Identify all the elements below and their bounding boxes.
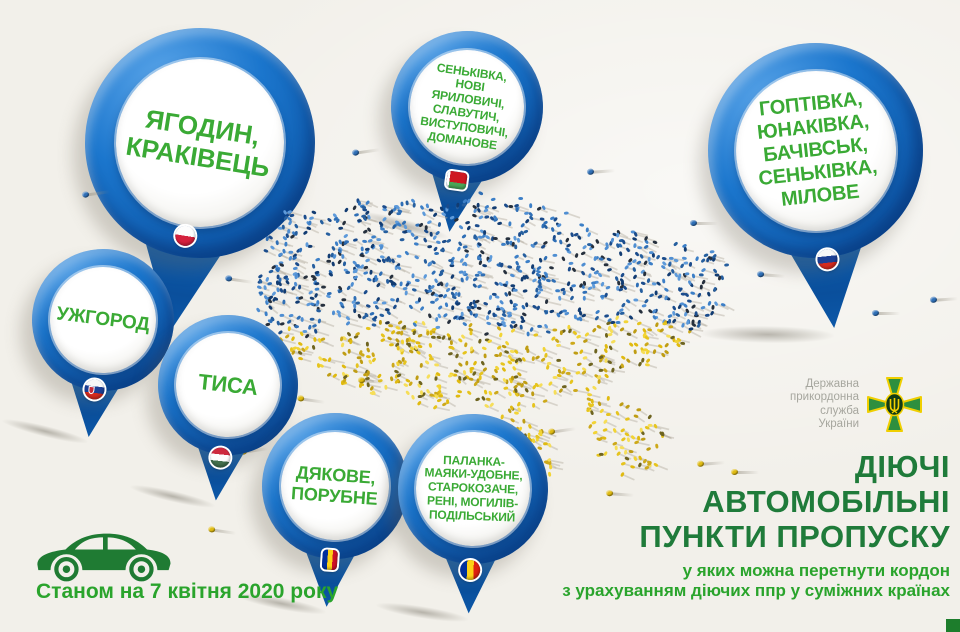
- agency-name-line: прикордонна: [790, 391, 859, 403]
- person-figure: [352, 146, 383, 157]
- person-figure: [606, 490, 636, 499]
- page-subtitle: у яких можна перетнути кордон з урахуван…: [562, 561, 950, 601]
- date-note: Станом на 7 квітня 2020 року: [36, 580, 339, 603]
- map-pin-dyakove-porubne: ДЯКОВЕ, ПОРУБНЕ: [257, 408, 413, 564]
- agency-name: Державна прикордонна служба України: [790, 378, 859, 432]
- pin-label: ПАЛАНКА- МАЯКИ-УДОБНЕ, СТАРОКОЗАЧЕ, РЕНІ…: [424, 452, 523, 525]
- pin-label: ТИСА: [197, 369, 260, 401]
- person-figure: [548, 425, 579, 436]
- title-line: ДІЮЧІ: [854, 449, 950, 484]
- page-title: ДІЮЧІ АВТОМОБІЛЬНІ ПУНКТИ ПРОПУСКУ: [639, 449, 950, 554]
- person-figure: [731, 469, 761, 476]
- agency-logo: Державна прикордонна служба України: [790, 376, 923, 433]
- subtitle-line: у яких можна перетнути кордон: [682, 561, 950, 580]
- car-icon: [37, 533, 171, 582]
- corner-accent: [946, 619, 960, 632]
- agency-name-line: Державна: [805, 377, 859, 390]
- person-figure: [82, 188, 113, 199]
- pin-label: ДЯКОВЕ, ПОРУБНЕ: [290, 462, 379, 509]
- subtitle-line: з урахуванням діючих ппр у суміжних краї…: [562, 581, 950, 600]
- pin-label: УЖГОРОД: [55, 303, 151, 336]
- agency-name-line: служба: [820, 404, 859, 417]
- person-figure: [225, 275, 256, 286]
- person-figure: [757, 271, 787, 280]
- person-figure: [690, 220, 720, 227]
- title-line: ПУНКТИ ПРОПУСКУ: [639, 519, 950, 554]
- person-figure: [297, 395, 328, 406]
- person-figure: [930, 295, 960, 304]
- flag-romania-icon: [321, 549, 338, 571]
- agency-name-line: України: [818, 418, 859, 430]
- person-figure: [587, 167, 617, 176]
- map-pin-palanka-group: ПАЛАНКА- МАЯКИ-УДОБНЕ, СТАРОКОЗАЧЕ, РЕНІ…: [395, 411, 551, 566]
- person-figure: [872, 310, 902, 317]
- border-guard-emblem-icon: [867, 377, 922, 432]
- person-figure: [358, 377, 388, 386]
- title-line: АВТОМОБІЛЬНІ: [702, 484, 950, 519]
- person-figure: [208, 526, 239, 537]
